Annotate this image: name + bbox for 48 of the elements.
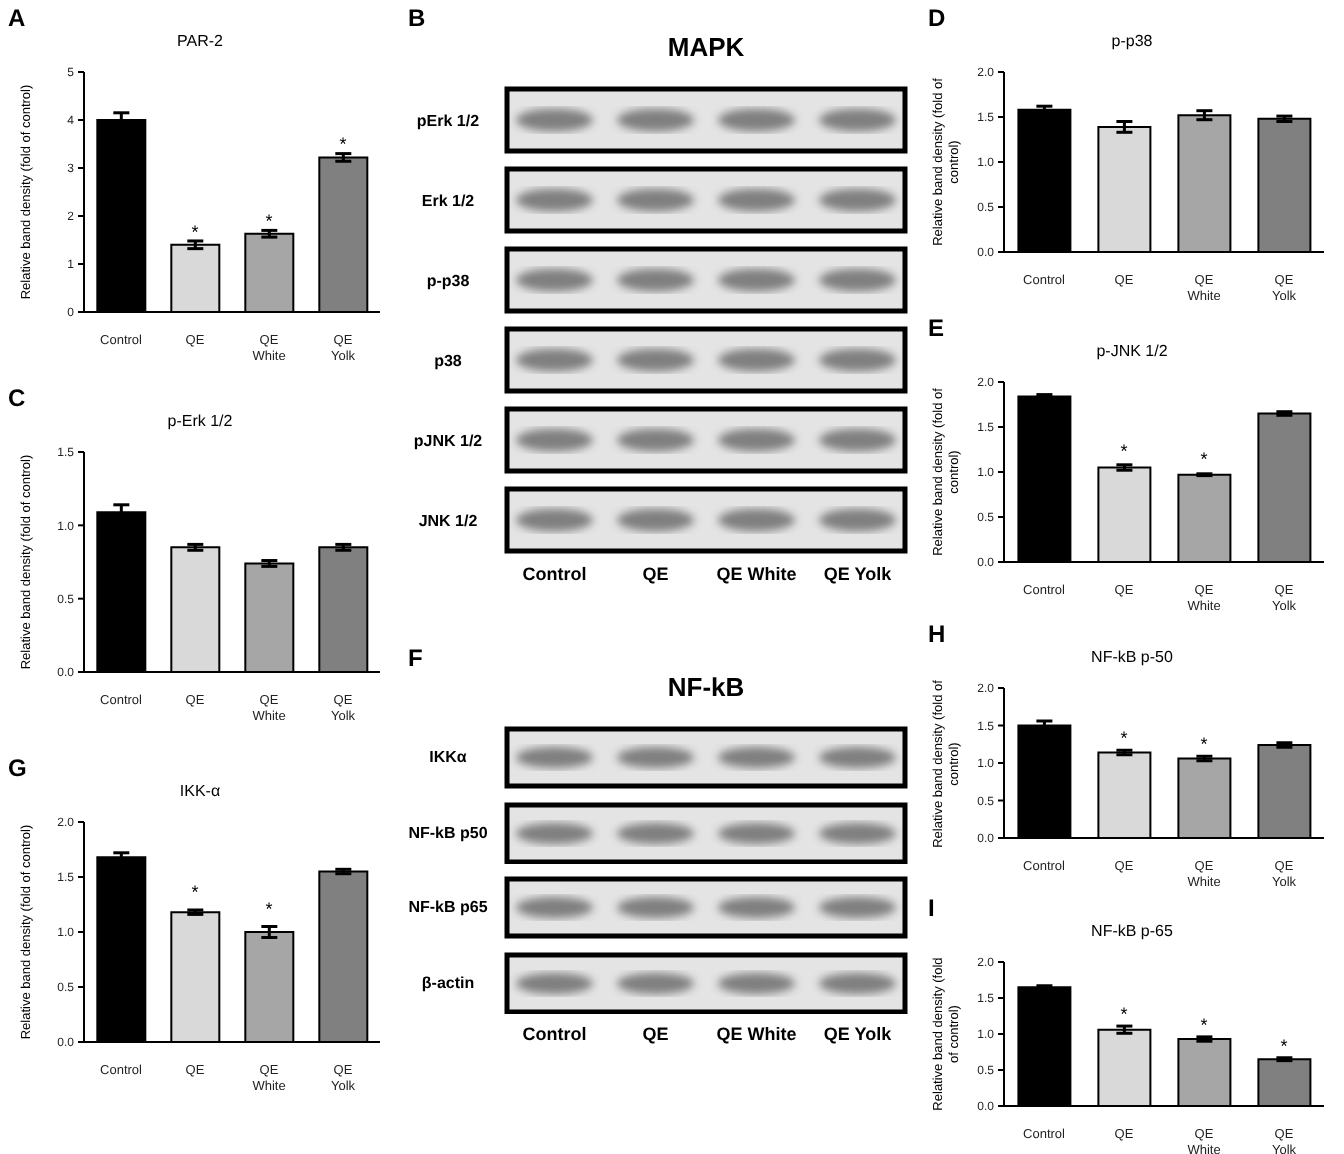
category-label: p38 xyxy=(434,351,462,369)
annotation: * xyxy=(1280,1036,1289,1056)
category-label: QE White xyxy=(714,564,799,584)
chart-title: p-p38 xyxy=(1109,32,1155,50)
annotation: * xyxy=(339,134,348,155)
category-label: NF-kB p65 xyxy=(408,898,488,917)
text: C xyxy=(8,384,26,412)
annotation: * xyxy=(265,898,274,919)
category-label: QE xyxy=(640,1024,671,1044)
text: A xyxy=(8,4,26,32)
annotation: * xyxy=(1120,1004,1129,1025)
text: B xyxy=(408,4,426,32)
category-label: p-p38 xyxy=(426,271,470,289)
annotation: * xyxy=(1120,728,1129,749)
category-label: pJNK 1/2 xyxy=(413,431,483,449)
text: D xyxy=(928,4,946,32)
category-label: QE White xyxy=(714,1024,799,1044)
text: MAPK xyxy=(665,32,747,62)
category-label: Control xyxy=(520,564,589,584)
chart-title: NF-kB p-50 xyxy=(1089,648,1175,666)
category-label: Erk 1/2 xyxy=(421,191,475,209)
category-label: QE Yolk xyxy=(821,564,894,584)
category-label: Control xyxy=(520,1024,589,1044)
category-label: pErk 1/2 xyxy=(416,111,480,129)
category-label: β-actin xyxy=(421,973,475,992)
text: NF-kB xyxy=(665,672,747,702)
chart-title: IKK-α xyxy=(177,782,223,800)
text: F xyxy=(408,644,423,672)
annotation: * xyxy=(191,882,200,902)
category-label: QE xyxy=(640,564,671,584)
annotation: * xyxy=(265,211,274,232)
category-label: QE Yolk xyxy=(821,1024,894,1044)
chart-title: NF-kB p-65 xyxy=(1089,922,1175,940)
annotation: * xyxy=(1200,448,1209,469)
annotation: * xyxy=(1200,1015,1209,1036)
category-label: JNK 1/2 xyxy=(418,511,478,529)
text: H xyxy=(928,620,946,648)
chart-title: PAR-2 xyxy=(175,32,225,50)
text: G xyxy=(8,754,27,782)
text: E xyxy=(928,314,945,342)
chart-title: p-Erk 1/2 xyxy=(165,412,235,430)
category-label: NF-kB p50 xyxy=(408,823,488,842)
chart-title: p-JNK 1/2 xyxy=(1094,342,1170,360)
annotation: * xyxy=(191,221,200,242)
category-label: IKKα xyxy=(429,748,467,767)
annotation: * xyxy=(1200,734,1209,755)
text: I xyxy=(928,894,935,922)
annotation: * xyxy=(1120,440,1129,461)
